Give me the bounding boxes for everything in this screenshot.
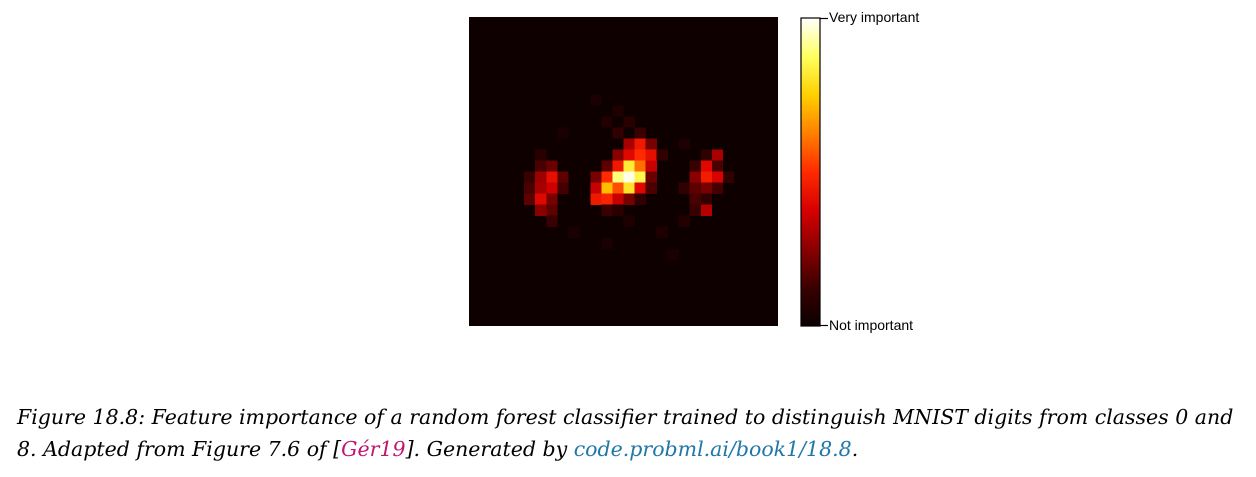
heatmap-cell: [524, 182, 536, 194]
heatmap-cell: [612, 171, 624, 183]
heatmap-cell: [612, 160, 624, 172]
heatmap-cell: [678, 138, 690, 150]
heatmap-cell: [634, 160, 646, 172]
heatmap-cell: [722, 171, 735, 183]
heatmap-cell: [601, 204, 613, 216]
heatmap-cell: [678, 215, 690, 227]
heatmap-cell: [612, 149, 624, 161]
heatmap-cell: [535, 204, 547, 216]
heatmap-cell: [700, 160, 713, 172]
heatmap-cell: [689, 193, 701, 205]
heatmap-cell: [634, 127, 646, 139]
heatmap-cell: [546, 160, 558, 172]
heatmap-cell: [557, 127, 569, 139]
heatmap-cell: [645, 171, 657, 183]
heatmap-cell: [612, 193, 624, 205]
heatmap-cell: [535, 160, 547, 172]
heatmap-cell: [601, 237, 613, 249]
heatmap-cell: [557, 182, 569, 194]
colorbar-gradient: [800, 17, 821, 327]
heatmap-cell: [557, 171, 569, 183]
heatmap-cell: [546, 215, 558, 227]
heatmap-cell: [689, 204, 701, 216]
heatmap-cell: [711, 171, 724, 183]
heatmap-cell: [601, 160, 613, 172]
caption-text-end: .: [851, 437, 859, 461]
caption-text-middle: ]. Generated by: [405, 437, 574, 461]
heatmap-cell: [601, 182, 613, 194]
heatmap-cell: [700, 204, 713, 216]
heatmap-cell: [645, 149, 657, 161]
heatmap-cell: [612, 182, 624, 194]
heatmap-cell: [645, 182, 657, 194]
heatmap-cell: [601, 193, 613, 205]
heatmap-cell: [678, 182, 690, 194]
colorbar-top-label: Very important: [829, 9, 920, 25]
heatmap-cell: [634, 193, 646, 205]
heatmap-cell: [711, 182, 724, 194]
heatmap-cell: [612, 204, 624, 216]
caption-text: Figure 18.8: Feature importance of a ran…: [17, 405, 1234, 461]
citation-link[interactable]: Gér19: [341, 437, 406, 461]
heatmap-cell: [623, 193, 635, 205]
heatmap-cell: [612, 127, 624, 139]
heatmap-cell: [535, 193, 547, 205]
heatmap-cell: [524, 193, 536, 205]
heatmap-cell: [590, 94, 602, 106]
heatmap-cell: [535, 182, 547, 194]
figure-caption: Figure 18.8: Feature importance of a ran…: [17, 401, 1247, 465]
heatmap-cell: [667, 248, 679, 261]
heatmap-cell: [535, 171, 547, 183]
heatmap-cell: [546, 193, 558, 205]
heatmap-cell: [711, 160, 724, 172]
heatmap-cell: [623, 182, 635, 194]
heatmap-cell: [689, 160, 701, 172]
heatmap-cell: [546, 171, 558, 183]
heatmap-cell: [546, 182, 558, 194]
heatmap-cell: [623, 138, 635, 150]
heatmap-cell: [568, 226, 580, 238]
heatmap-cell: [524, 171, 536, 183]
heatmap-cell: [546, 204, 558, 216]
heatmap-cell: [623, 160, 635, 172]
heatmap-cell: [656, 149, 668, 161]
heatmap-cell: [645, 160, 657, 172]
heatmap-cell: [623, 215, 635, 227]
code-link[interactable]: code.probml.ai/book1/18.8: [573, 437, 852, 461]
heatmap: [469, 17, 778, 326]
heatmap-cell: [634, 149, 646, 161]
heatmap-cell: [634, 138, 646, 150]
heatmap-cell: [601, 171, 613, 183]
heatmap-cell: [612, 105, 624, 117]
heatmap-cell: [711, 149, 724, 161]
heatmap-cell: [601, 116, 613, 128]
heatmap-cell: [623, 171, 635, 183]
heatmap-cell: [689, 171, 701, 183]
colorbar: [800, 17, 828, 327]
heatmap-cell: [700, 182, 713, 194]
heatmap-cell: [590, 171, 602, 183]
heatmap-cell: [623, 116, 635, 128]
heatmap-cell: [700, 149, 713, 161]
heatmap-cell: [656, 226, 668, 238]
heatmap-cell: [623, 149, 635, 161]
figure: Very important Not important: [469, 9, 920, 333]
heatmap-cell: [590, 182, 602, 194]
heatmap-cell: [700, 193, 713, 205]
heatmap-cell: [634, 182, 646, 194]
heatmap-cell: [700, 171, 713, 183]
heatmap-cell: [634, 171, 646, 183]
heatmap-cell: [689, 182, 701, 194]
heatmap-cell: [645, 138, 657, 150]
heatmap-cell: [535, 149, 547, 161]
colorbar-bottom-label: Not important: [829, 317, 914, 333]
heatmap-cell: [590, 193, 602, 205]
